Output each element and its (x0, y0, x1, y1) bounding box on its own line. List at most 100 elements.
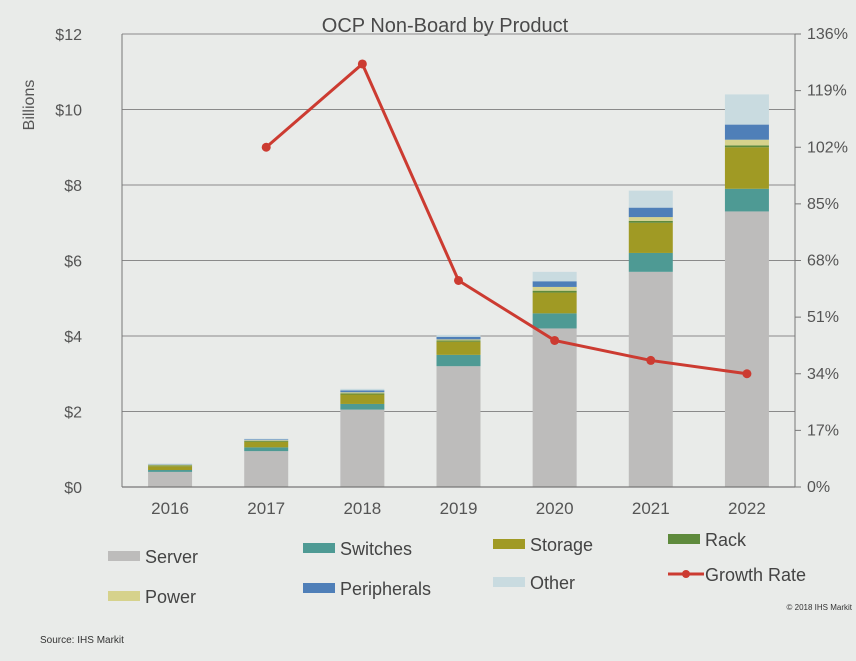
growth-rate-point (454, 275, 463, 285)
bar-rack (148, 465, 193, 467)
bar-storage (340, 394, 385, 404)
copyright-note: © 2018 IHS Markit (787, 603, 853, 612)
legend-label: Rack (705, 530, 747, 550)
bar-other (436, 334, 481, 337)
legend-swatch (303, 543, 335, 553)
bar-peripherals (532, 281, 577, 287)
y2-tick-label: 102% (807, 139, 848, 156)
bar-server (532, 328, 577, 487)
bar-other (724, 94, 769, 125)
legend-swatch (493, 577, 525, 587)
legend-label: Power (145, 587, 196, 607)
bar-rack (436, 340, 481, 342)
bar-peripherals (436, 336, 481, 340)
bar-power (628, 217, 673, 221)
legend-label: Growth Rate (705, 565, 806, 585)
bar-switches (436, 354, 481, 367)
legend-label: Switches (340, 539, 412, 559)
bar-peripherals (340, 390, 385, 393)
bar-power (244, 440, 289, 441)
y2-tick-label: 136% (807, 26, 848, 43)
y2-tick-label: 68% (807, 253, 839, 270)
growth-rate-line (265, 61, 748, 376)
bar-rack (340, 393, 385, 395)
bar-other (148, 463, 193, 465)
bar-power (724, 139, 769, 146)
bar-rack (244, 440, 289, 442)
growth-rate-point (261, 142, 271, 152)
legend-label: Peripherals (340, 579, 431, 599)
legend-line-marker (682, 570, 690, 578)
bar-switches (628, 252, 673, 272)
bar-rack (628, 220, 673, 223)
legend-swatch (303, 583, 335, 593)
bar-power (436, 339, 481, 341)
bar-server (436, 366, 481, 487)
chart-title: OCP Non-Board by Product (322, 15, 569, 37)
bar-storage (628, 222, 673, 253)
bar-server (724, 211, 769, 488)
bar-rack (724, 145, 769, 148)
legend-label: Storage (530, 535, 593, 555)
y2-tick-label: 51% (807, 309, 839, 326)
y-tick-label: $2 (64, 405, 82, 422)
x-tick-label: 2018 (343, 499, 381, 518)
bar-storage (724, 147, 769, 189)
x-tick-label: 2020 (536, 499, 574, 518)
legend-swatch (108, 591, 140, 601)
y-tick-label: $8 (64, 178, 82, 195)
legend: Server Switches Storage Rack Power Peripheral… (108, 530, 806, 607)
growth-rate-point (357, 59, 367, 69)
bar-other (628, 190, 673, 208)
bar-other (340, 388, 385, 391)
growth-rate-point (742, 369, 752, 379)
growth-rate-point (646, 355, 656, 365)
bars (148, 94, 769, 488)
y-tick-label: $6 (64, 254, 82, 271)
legend-swatch (493, 539, 525, 549)
y2-tick-label: 0% (807, 479, 830, 496)
x-tick-label: 2016 (151, 499, 189, 518)
bar-power (148, 464, 193, 466)
y-tick-label: $12 (55, 27, 82, 44)
x-tick-label: 2017 (247, 499, 285, 518)
bar-peripherals (244, 439, 289, 441)
bar-rack (532, 290, 577, 293)
bar-storage (436, 341, 481, 355)
growth-line (261, 59, 752, 379)
bar-power (340, 392, 385, 394)
x-tick-label: 2019 (440, 499, 478, 518)
legend-label: Other (530, 573, 575, 593)
bar-other (244, 438, 289, 440)
bar-storage (244, 441, 289, 448)
legend-label: Server (145, 547, 198, 567)
y2-tick-label: 119% (807, 83, 847, 100)
bar-server (148, 471, 193, 487)
bar-power (532, 286, 577, 291)
growth-rate-point (550, 335, 560, 345)
legend-swatch (668, 534, 700, 544)
bar-switches (340, 403, 385, 410)
bar-server (340, 409, 385, 487)
bar-switches (148, 470, 193, 472)
x-tick-label: 2021 (632, 499, 670, 518)
bar-server (628, 271, 673, 487)
y2-tick-label: 85% (807, 196, 839, 213)
y-axis-label: Billions (21, 80, 38, 131)
y2-tick-label: 34% (807, 366, 839, 383)
bar-switches (532, 313, 577, 329)
source-note: Source: IHS Markit (40, 635, 124, 646)
x-tick-label: 2022 (728, 499, 766, 518)
y-tick-label: $0 (64, 480, 82, 497)
bar-storage (148, 466, 193, 471)
axes: $0 $2 $4 $6 $8 $10 $12 0% 17% 34% 51% 68% 85% 102% 119… (55, 26, 848, 518)
bar-other (532, 271, 577, 282)
bar-switches (244, 447, 289, 452)
bar-peripherals (724, 124, 769, 140)
y-tick-label: $10 (55, 103, 82, 120)
bar-switches (724, 188, 769, 212)
bar-server (244, 451, 289, 487)
legend-swatch (108, 551, 140, 561)
bar-peripherals (628, 207, 673, 218)
